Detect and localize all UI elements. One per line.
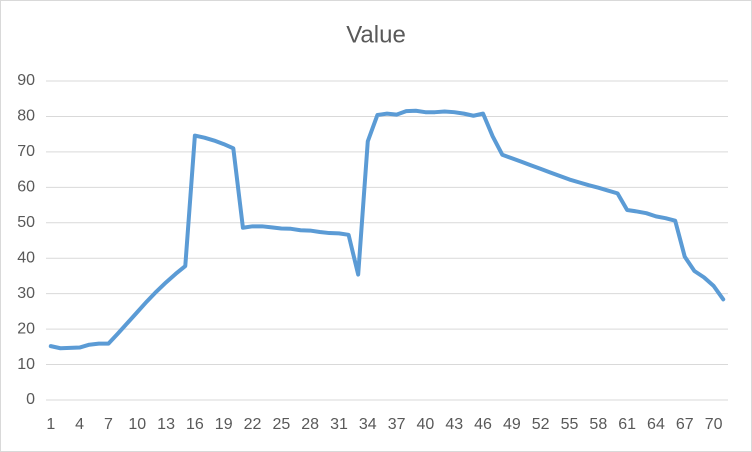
y-tick-label: 60 <box>17 179 35 196</box>
x-tick-label: 52 <box>532 416 550 433</box>
x-tick-label: 4 <box>75 416 84 433</box>
x-tick-label: 61 <box>618 416 636 433</box>
x-tick-label: 67 <box>676 416 694 433</box>
x-tick-label: 37 <box>388 416 406 433</box>
chart-title: Value <box>346 21 406 48</box>
x-tick-label: 10 <box>128 416 146 433</box>
y-tick-label: 40 <box>17 249 35 266</box>
x-tick-label: 25 <box>272 416 290 433</box>
x-tick-label: 16 <box>186 416 204 433</box>
x-tick-label: 19 <box>215 416 233 433</box>
y-tick-label: 80 <box>17 108 35 125</box>
x-tick-label: 58 <box>589 416 607 433</box>
y-tick-label: 70 <box>17 143 35 160</box>
x-tick-label: 55 <box>561 416 579 433</box>
y-tick-label: 0 <box>26 391 35 408</box>
x-tick-label: 43 <box>445 416 463 433</box>
x-tick-label: 31 <box>330 416 348 433</box>
x-tick-label: 70 <box>705 416 723 433</box>
x-tick-label: 34 <box>359 416 377 433</box>
x-tick-label: 64 <box>647 416 665 433</box>
y-tick-label: 10 <box>17 356 35 373</box>
x-tick-label: 46 <box>474 416 492 433</box>
x-tick-label: 13 <box>157 416 175 433</box>
line <box>48 108 726 351</box>
x-tick-label: 40 <box>417 416 435 433</box>
y-tick-label: 50 <box>17 214 35 231</box>
x-tick-label: 28 <box>301 416 319 433</box>
y-tick-label: 30 <box>17 285 35 302</box>
x-tick-label: 49 <box>503 416 521 433</box>
x-tick-label: 22 <box>244 416 262 433</box>
x-tick-label: 7 <box>104 416 113 433</box>
y-tick-label: 90 <box>17 72 35 89</box>
x-tick-label: 1 <box>46 416 55 433</box>
y-tick-label: 20 <box>17 320 35 337</box>
